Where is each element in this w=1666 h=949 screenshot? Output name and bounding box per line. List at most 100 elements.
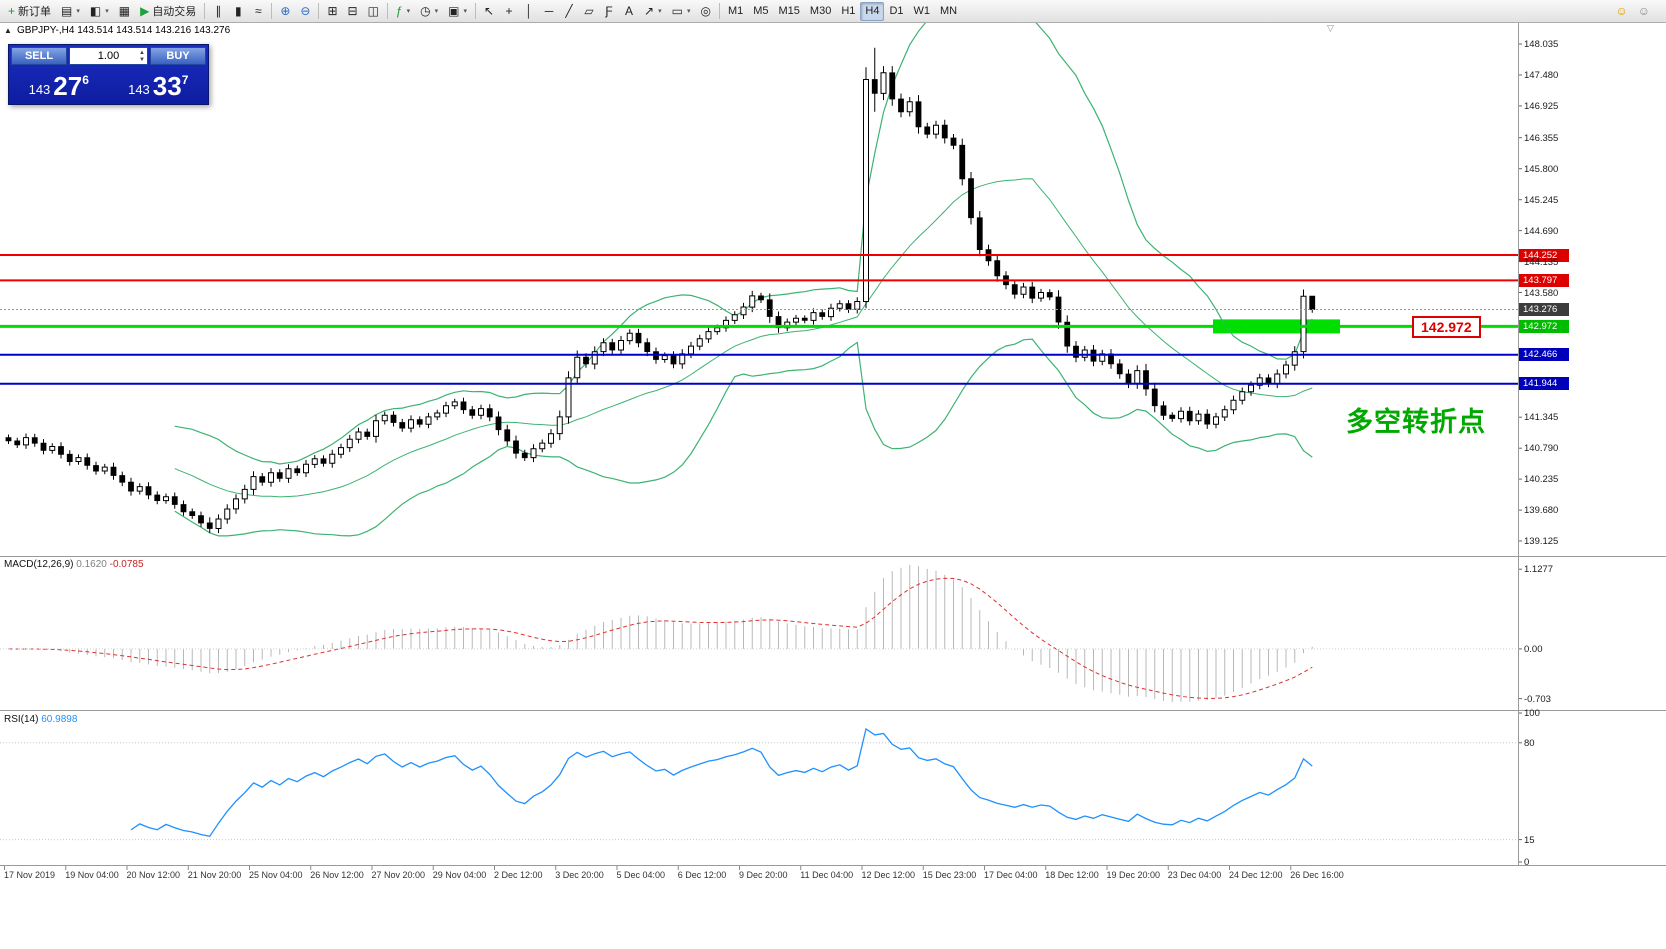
new-chart-icon[interactable]: ▤ ▾	[56, 2, 85, 21]
vertical-line-icon[interactable]: │	[519, 2, 539, 21]
tf-m30-label: M30	[809, 5, 832, 17]
time-axis-label: 2 Dec 12:00	[494, 870, 543, 880]
autotrading-button-label: 自动交易	[152, 6, 197, 18]
spinner-down-icon[interactable]: ▼	[139, 57, 145, 63]
cursor-icon[interactable]: ↖	[479, 2, 499, 21]
tf-m1[interactable]: M1	[723, 2, 748, 21]
price-axis-label: 148.035	[1524, 39, 1559, 51]
volume-spinner[interactable]: ▲ ▼	[139, 50, 145, 64]
zoom-in-icon[interactable]: ⊕	[275, 2, 295, 21]
profiles-icon[interactable]: ◧ ▾	[85, 2, 114, 21]
price-axis-label: 145.800	[1524, 163, 1559, 175]
time-axis-label: 26 Nov 12:00	[310, 870, 364, 880]
zoom-out-icon[interactable]: ⊖	[295, 2, 315, 21]
chart-header: GBPJPY-,H4 143.514 143.514 143.216 143.2…	[17, 25, 231, 36]
price-axis-label: 146.355	[1524, 132, 1559, 144]
chevron-down-icon: ▾	[76, 8, 80, 15]
new-chart-glyph-icon: ▤	[61, 4, 73, 18]
bar-chart-icon[interactable]: ∥	[208, 2, 228, 21]
tf-m5[interactable]: M5	[748, 2, 773, 21]
rsi-axis-label: 15	[1524, 834, 1535, 846]
profiles-glyph-icon: ◧	[89, 4, 102, 18]
macd-axis-label: 0.00	[1524, 643, 1543, 655]
new-order-button[interactable]: + 新订单	[3, 2, 56, 21]
chart-shift-marker[interactable]: ▽	[1327, 23, 1334, 33]
cycles-icon[interactable]: ◎	[695, 2, 715, 21]
arrows-icon[interactable]: ↗ ▾	[639, 2, 667, 21]
line-chart-icon[interactable]: ≈	[248, 2, 268, 21]
trendline-icon[interactable]: ╱	[559, 2, 579, 21]
bear-candles	[5, 72, 1316, 529]
fibonacci-icon[interactable]: Ƒ	[599, 2, 619, 21]
price-level-label: 143.797	[1519, 273, 1569, 287]
toolbar-separator	[318, 3, 320, 19]
toolbar-separator	[718, 3, 720, 19]
price-axis-label: 146.925	[1524, 100, 1559, 112]
macd-signal-line	[8, 577, 1313, 699]
price-level-label: 141.944	[1519, 377, 1569, 391]
shapes-icon[interactable]: ▭ ▾	[667, 2, 696, 21]
buy-button[interactable]: BUY	[150, 47, 206, 65]
vertical-line-glyph-icon: │	[525, 4, 533, 18]
chevron-down-icon: ▾	[406, 8, 411, 15]
oct-top-row: SELL 1.00 ▲ ▼ BUY	[9, 45, 208, 67]
community-icon[interactable]: ☺	[1610, 2, 1632, 21]
tile-windows-glyph-icon: ⊞	[327, 4, 338, 18]
oct-toggle-icon[interactable]: ▲	[4, 26, 12, 35]
price-axis-label: 144.135	[1524, 256, 1559, 268]
bar-chart-glyph-icon: ∥	[215, 4, 222, 18]
tf-m1-label: M1	[727, 5, 744, 17]
tile-vertical-icon[interactable]: ◫	[363, 2, 384, 21]
horizontal-line-icon[interactable]: ─	[539, 2, 559, 21]
time-axis-label: 19 Dec 20:00	[1106, 870, 1161, 880]
turning-point-annotation[interactable]: 多空转折点	[1346, 407, 1486, 437]
text-icon[interactable]: A	[619, 2, 639, 21]
price-level-label: 142.466	[1519, 348, 1569, 362]
community-glyph-icon: ☺	[1615, 4, 1628, 18]
templates-glyph-icon: ▣	[448, 4, 460, 18]
tf-m15[interactable]: M15	[774, 2, 805, 21]
chevron-down-icon: ▾	[686, 8, 691, 15]
time-axis-label: 25 Nov 04:00	[249, 870, 303, 880]
channel-icon[interactable]: ▱	[579, 2, 599, 21]
cascade-windows-icon[interactable]: ⊟	[343, 2, 363, 21]
price-axis-label: 140.235	[1524, 474, 1559, 486]
tf-h1[interactable]: H1	[836, 2, 860, 21]
indicators-icon[interactable]: ƒ ▾	[391, 2, 415, 21]
oct-price-row: 143 27 6 143 33 7	[9, 67, 208, 104]
sell-button[interactable]: SELL	[11, 47, 67, 65]
price-level-label: 144.252	[1519, 248, 1569, 262]
arrows-glyph-icon: ↗	[644, 4, 655, 18]
price-tag-annotation[interactable]: 142.972	[1412, 316, 1481, 338]
price-level-label: 143.276	[1519, 302, 1569, 316]
bull-candles	[23, 72, 1307, 529]
time-axis-label: 20 Nov 12:00	[126, 870, 181, 880]
candlestick-chart-icon[interactable]: ▮	[228, 2, 248, 21]
tf-w1[interactable]: W1	[909, 2, 936, 21]
feedback-icon[interactable]: ☺	[1633, 2, 1655, 21]
time-axis-label: 11 Dec 04:00	[800, 870, 854, 880]
bollinger-middle-band	[174, 178, 1313, 498]
templates-icon[interactable]: ▣ ▾	[443, 2, 472, 21]
one-click-trading-panel: SELL 1.00 ▲ ▼ BUY 143 27 6 143 33 7	[8, 44, 209, 105]
periods-icon[interactable]: ◷ ▾	[415, 2, 443, 21]
volume-input[interactable]: 1.00 ▲ ▼	[69, 47, 148, 65]
tf-d1[interactable]: D1	[884, 2, 908, 21]
time-axis-label: 6 Dec 12:00	[677, 870, 727, 880]
tile-windows-icon[interactable]: ⊞	[322, 2, 342, 21]
time-axis-label: 15 Dec 23:00	[922, 870, 977, 880]
time-axis-label: 9 Dec 20:00	[739, 870, 788, 880]
text-glyph-icon: A	[625, 4, 634, 18]
cycles-glyph-icon: ◎	[700, 4, 711, 18]
tf-m30[interactable]: M30	[805, 2, 836, 21]
tf-h4[interactable]: H4	[860, 1, 885, 21]
macd-name: MACD(12,26,9)	[4, 559, 74, 570]
chevron-down-icon: ▾	[463, 8, 467, 15]
spinner-up-icon[interactable]: ▲	[139, 50, 145, 56]
tf-mn[interactable]: MN	[935, 2, 962, 21]
autotrading-button[interactable]: ▶ 自动交易	[135, 2, 201, 21]
market-watch-icon[interactable]: ▦	[114, 2, 135, 21]
crosshair-icon[interactable]: +	[499, 2, 519, 21]
